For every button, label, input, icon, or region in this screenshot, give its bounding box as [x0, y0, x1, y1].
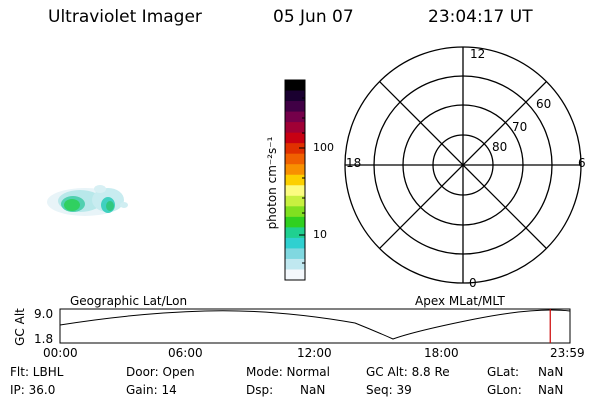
altitude-timeline — [59, 308, 571, 344]
mlt-label-12: 12 — [470, 47, 486, 61]
mlt-label-6: 6 — [578, 156, 586, 170]
mlt-label-0: 0 — [469, 276, 477, 290]
colorbar-cell — [285, 80, 305, 92]
lat-label-80: 80 — [492, 140, 508, 154]
door-info: Door: Open — [126, 365, 195, 379]
timeline-y-axis-label: GC Alt — [13, 308, 27, 346]
colorbar-cell — [285, 111, 305, 123]
colorbar-cell — [285, 185, 305, 197]
colorbar-cell — [285, 164, 305, 176]
mode-info: Mode: Normal — [246, 365, 330, 379]
colorbar-cell — [285, 90, 305, 102]
colorbar-cell — [285, 101, 305, 113]
colorbar-cell — [285, 248, 305, 260]
glon-label: GLon: — [487, 383, 522, 397]
dsp-label: Dsp: — [246, 383, 274, 397]
timeline-x-tick-0600: 06:00 — [168, 346, 203, 360]
glon-value: NaN — [538, 383, 564, 397]
glat-label: GLat: — [487, 365, 520, 379]
mlt-label-18: 18 — [346, 156, 362, 170]
colorbar-cell — [285, 122, 305, 134]
glat-value: NaN — [538, 365, 564, 379]
seq-info: Seq: 39 — [366, 383, 412, 397]
colorbar-cell — [285, 258, 305, 270]
colorbar-cell — [285, 237, 305, 249]
colorbar-cell — [285, 206, 305, 218]
gain-info: Gain: 14 — [126, 383, 177, 397]
colorbar-unit-label: photon cm⁻²s⁻¹ — [265, 136, 279, 230]
timeline-x-tick-2359: 23:59 — [550, 346, 585, 360]
timeline-right-title: Apex MLat/MLT — [415, 294, 505, 308]
colorbar-cell — [285, 174, 305, 186]
lat-label-60: 60 — [536, 97, 552, 111]
colorbar-tick-10: 10 — [313, 228, 327, 241]
lat-label-70: 70 — [512, 120, 528, 134]
timeline-y-tick-9: 9.0 — [34, 307, 54, 321]
colorbar-cell — [285, 195, 305, 207]
date-label: 05 Jun 07 — [273, 7, 354, 27]
timeline-x-tick-1800: 18:00 — [424, 346, 459, 360]
timeline-x-tick-0000: 00:00 — [43, 346, 78, 360]
colorbar-cell — [285, 216, 305, 228]
colorbar-cell — [285, 153, 305, 165]
timeline-y-tick-1: 1.8 — [34, 332, 54, 346]
colorbar-cell — [285, 143, 305, 155]
colorbar-cell — [285, 269, 305, 281]
ip-info: IP: 36.0 — [10, 383, 56, 397]
polar-plot — [344, 46, 582, 284]
gc-alt-info: GC Alt: 8.8 Re — [366, 365, 450, 379]
filter-info: Flt: LBHL — [10, 365, 64, 379]
dsp-value: NaN — [300, 383, 326, 397]
timeline-left-title: Geographic Lat/Lon — [70, 294, 188, 308]
colorbar-tick-100: 100 — [313, 141, 334, 154]
colorbar-cell — [285, 132, 305, 144]
aurora-image — [47, 185, 128, 216]
color-scale-bar — [284, 79, 306, 281]
timeline-x-tick-1200: 12:00 — [297, 346, 332, 360]
time-label: 23:04:17 UT — [428, 7, 533, 27]
instrument-title: Ultraviolet Imager — [48, 7, 202, 27]
colorbar-cell — [285, 227, 305, 239]
